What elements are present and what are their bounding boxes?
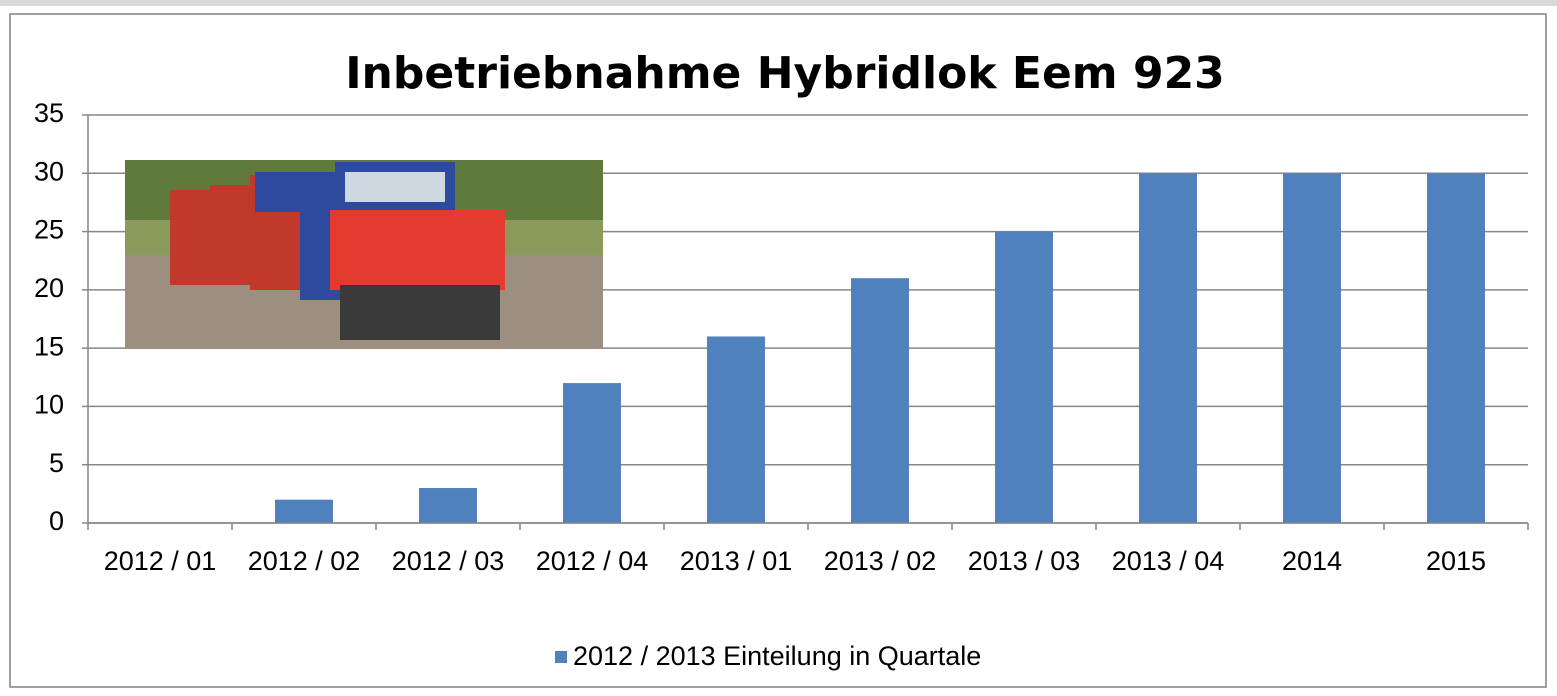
bar: [1283, 173, 1341, 523]
x-tick-label: 2013 / 03: [968, 546, 1081, 576]
chart-title: Inbetriebnahme Hybridlok Eem 923: [345, 48, 1225, 99]
y-tick-label: 20: [34, 273, 64, 303]
bar: [275, 500, 333, 523]
chart: Inbetriebnahme Hybridlok Eem 923 0 5 10 15 2…: [0, 0, 1557, 691]
x-tick-label: 2013 / 02: [824, 546, 937, 576]
y-tick-label: 10: [34, 390, 64, 420]
x-tick-label: 2012 / 03: [392, 546, 505, 576]
bar: [1427, 173, 1485, 523]
x-tick-label: 2012 / 01: [104, 546, 217, 576]
bar: [419, 488, 477, 523]
x-tick-label: 2013 / 01: [680, 546, 793, 576]
bar: [707, 336, 765, 523]
bar: [851, 278, 909, 523]
y-tick-label: 35: [34, 98, 64, 128]
x-tick-label: 2013 / 04: [1112, 546, 1225, 576]
x-tick-label: 2015: [1426, 546, 1486, 576]
bar: [563, 383, 621, 523]
y-tick-label: 25: [34, 215, 64, 245]
y-tick-label: 5: [49, 448, 64, 478]
photo: [125, 160, 603, 349]
bar: [995, 232, 1053, 523]
x-tick-label: 2012 / 02: [248, 546, 361, 576]
top-strip: [0, 0, 1557, 6]
y-tick-label: 15: [34, 331, 64, 361]
x-tick-label: 2014: [1282, 546, 1342, 576]
legend-label: 2012 / 2013 Einteilung in Quartale: [573, 641, 981, 671]
y-tick-label: 30: [34, 156, 64, 186]
x-tick-label: 2012 / 04: [536, 546, 649, 576]
bar: [1139, 173, 1197, 523]
y-tick-label: 0: [49, 506, 64, 536]
legend-swatch: [555, 651, 567, 663]
legend: 2012 / 2013 Einteilung in Quartale: [555, 641, 981, 671]
